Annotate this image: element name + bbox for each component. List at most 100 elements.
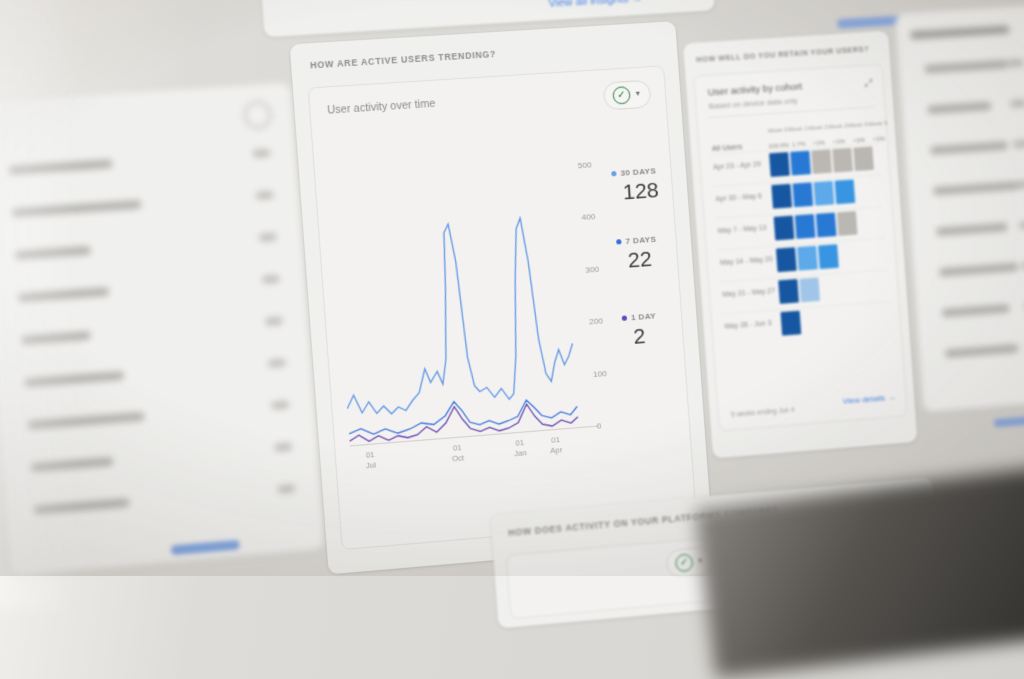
blurred-value (278, 485, 295, 494)
cohort-cell (865, 304, 886, 329)
y-tick-label: 100 (593, 368, 618, 379)
cohort-cell (881, 240, 902, 265)
cohort-label: May 14 - May 20 (720, 256, 773, 267)
cohort-cell (771, 184, 792, 209)
cohort-cell (769, 152, 790, 177)
blurred-link[interactable] (993, 415, 1024, 428)
blurred-text (942, 304, 1010, 317)
legend-item-1-day[interactable]: 1 DAY 2 (621, 311, 658, 351)
card-question: HOW WELL DO YOU RETAIN YOUR USERS? (696, 44, 869, 64)
blurred-value (262, 275, 279, 284)
blurred-value (1010, 99, 1024, 107)
cohort-label: Apr 30 - May 6 (715, 193, 762, 203)
blurred-text (933, 181, 1020, 195)
blurred-value (1013, 140, 1024, 148)
chart-title: User activity over time (327, 97, 436, 116)
cohort-cell (820, 276, 841, 301)
cohort-cell (837, 211, 858, 236)
y-tick-label: 0 (596, 420, 621, 431)
blurred-text (8, 159, 112, 174)
blurred-value (259, 233, 276, 242)
cohort-cell (877, 177, 898, 202)
cohort-label: May 7 - May 13 (718, 225, 767, 236)
cohort-cell (799, 277, 820, 302)
cohort-cell (879, 208, 900, 233)
blurred-value (253, 149, 270, 157)
blurred-link[interactable] (837, 16, 902, 29)
cohort-cell (814, 181, 835, 206)
line-chart (331, 168, 591, 448)
card-question: HOW ARE ACTIVE USERS TRENDING? (310, 49, 497, 71)
chart-filter-button[interactable]: ✓ ▼ (603, 80, 652, 111)
blurred-text (31, 457, 114, 472)
y-tick-label: 300 (585, 264, 610, 275)
cohort-cell (860, 241, 881, 266)
cohort-cell (778, 279, 799, 304)
chevron-down-icon: ▼ (634, 90, 642, 98)
cohort-cell (883, 271, 904, 296)
legend-value: 128 (622, 178, 660, 205)
circle-icon (243, 100, 273, 129)
blurred-value (1016, 180, 1024, 188)
cohort-cell (792, 182, 813, 207)
cohort-cell (823, 308, 844, 333)
cohort-cell (774, 216, 795, 241)
cohort-cell (844, 306, 865, 331)
blurred-value (271, 401, 288, 410)
cohort-cell (841, 274, 862, 299)
blurred-text (930, 141, 1008, 154)
y-tick-label: 200 (589, 316, 614, 327)
legend-value: 2 (633, 324, 659, 351)
legend-dot (622, 315, 627, 321)
y-tick-label: 400 (581, 211, 606, 222)
blurred-text (27, 412, 144, 430)
cohort-cell (886, 303, 907, 328)
blurred-text (21, 331, 91, 345)
cohort-subtitle: Based on device data only (708, 96, 797, 111)
expand-icon[interactable]: ⤢ (864, 78, 873, 90)
cohort-cell (795, 214, 816, 239)
blurred-text (12, 200, 142, 217)
legend-label: 7 DAYS (625, 235, 656, 246)
y-tick-label: 500 (577, 159, 602, 170)
cohort-cell (874, 145, 895, 170)
legend-label: 30 DAYS (620, 166, 656, 178)
legend-item-30-days[interactable]: 30 DAYS 128 (611, 166, 660, 206)
dashboard-photo: View all insights → HOW ARE ACTIVE USERS… (0, 0, 1024, 576)
blurred-text (24, 371, 124, 387)
retention-card: HOW WELL DO YOU RETAIN YOUR USERS? User … (683, 31, 918, 459)
blurred-text (945, 344, 1019, 358)
view-details-link[interactable]: View details → (842, 393, 895, 406)
blurred-value (268, 359, 285, 368)
cohort-cell (858, 210, 879, 235)
check-circle-icon: ✓ (675, 553, 694, 572)
cohort-label: May 21 - May 27 (722, 288, 775, 299)
legend-dot (616, 239, 621, 245)
blurred-list-card-right (895, 5, 1024, 413)
cohort-cell (839, 243, 860, 268)
blurred-list-card (0, 82, 325, 576)
cohort-cell (797, 246, 818, 271)
blurred-text (936, 223, 1008, 236)
cohort-cell (811, 149, 832, 174)
legend-label: 1 DAY (631, 311, 657, 322)
blurred-value (1019, 221, 1024, 229)
legend-item-7-days[interactable]: 7 DAYS 22 (616, 235, 659, 275)
active-users-card: HOW ARE ACTIVE USERS TRENDING? User acti… (290, 21, 713, 574)
cohort-cell (802, 309, 823, 334)
blurred-text (34, 498, 129, 514)
cohort-cell (776, 247, 797, 272)
view-all-insights-link[interactable]: View all insights → (548, 0, 643, 10)
blurred-text (18, 287, 109, 302)
cohort-cell (832, 148, 853, 173)
blurred-text (939, 263, 1019, 277)
series-30-days (334, 215, 577, 417)
blurred-text (15, 246, 91, 260)
cohort-cell (835, 179, 856, 204)
blurred-title (910, 25, 1009, 39)
